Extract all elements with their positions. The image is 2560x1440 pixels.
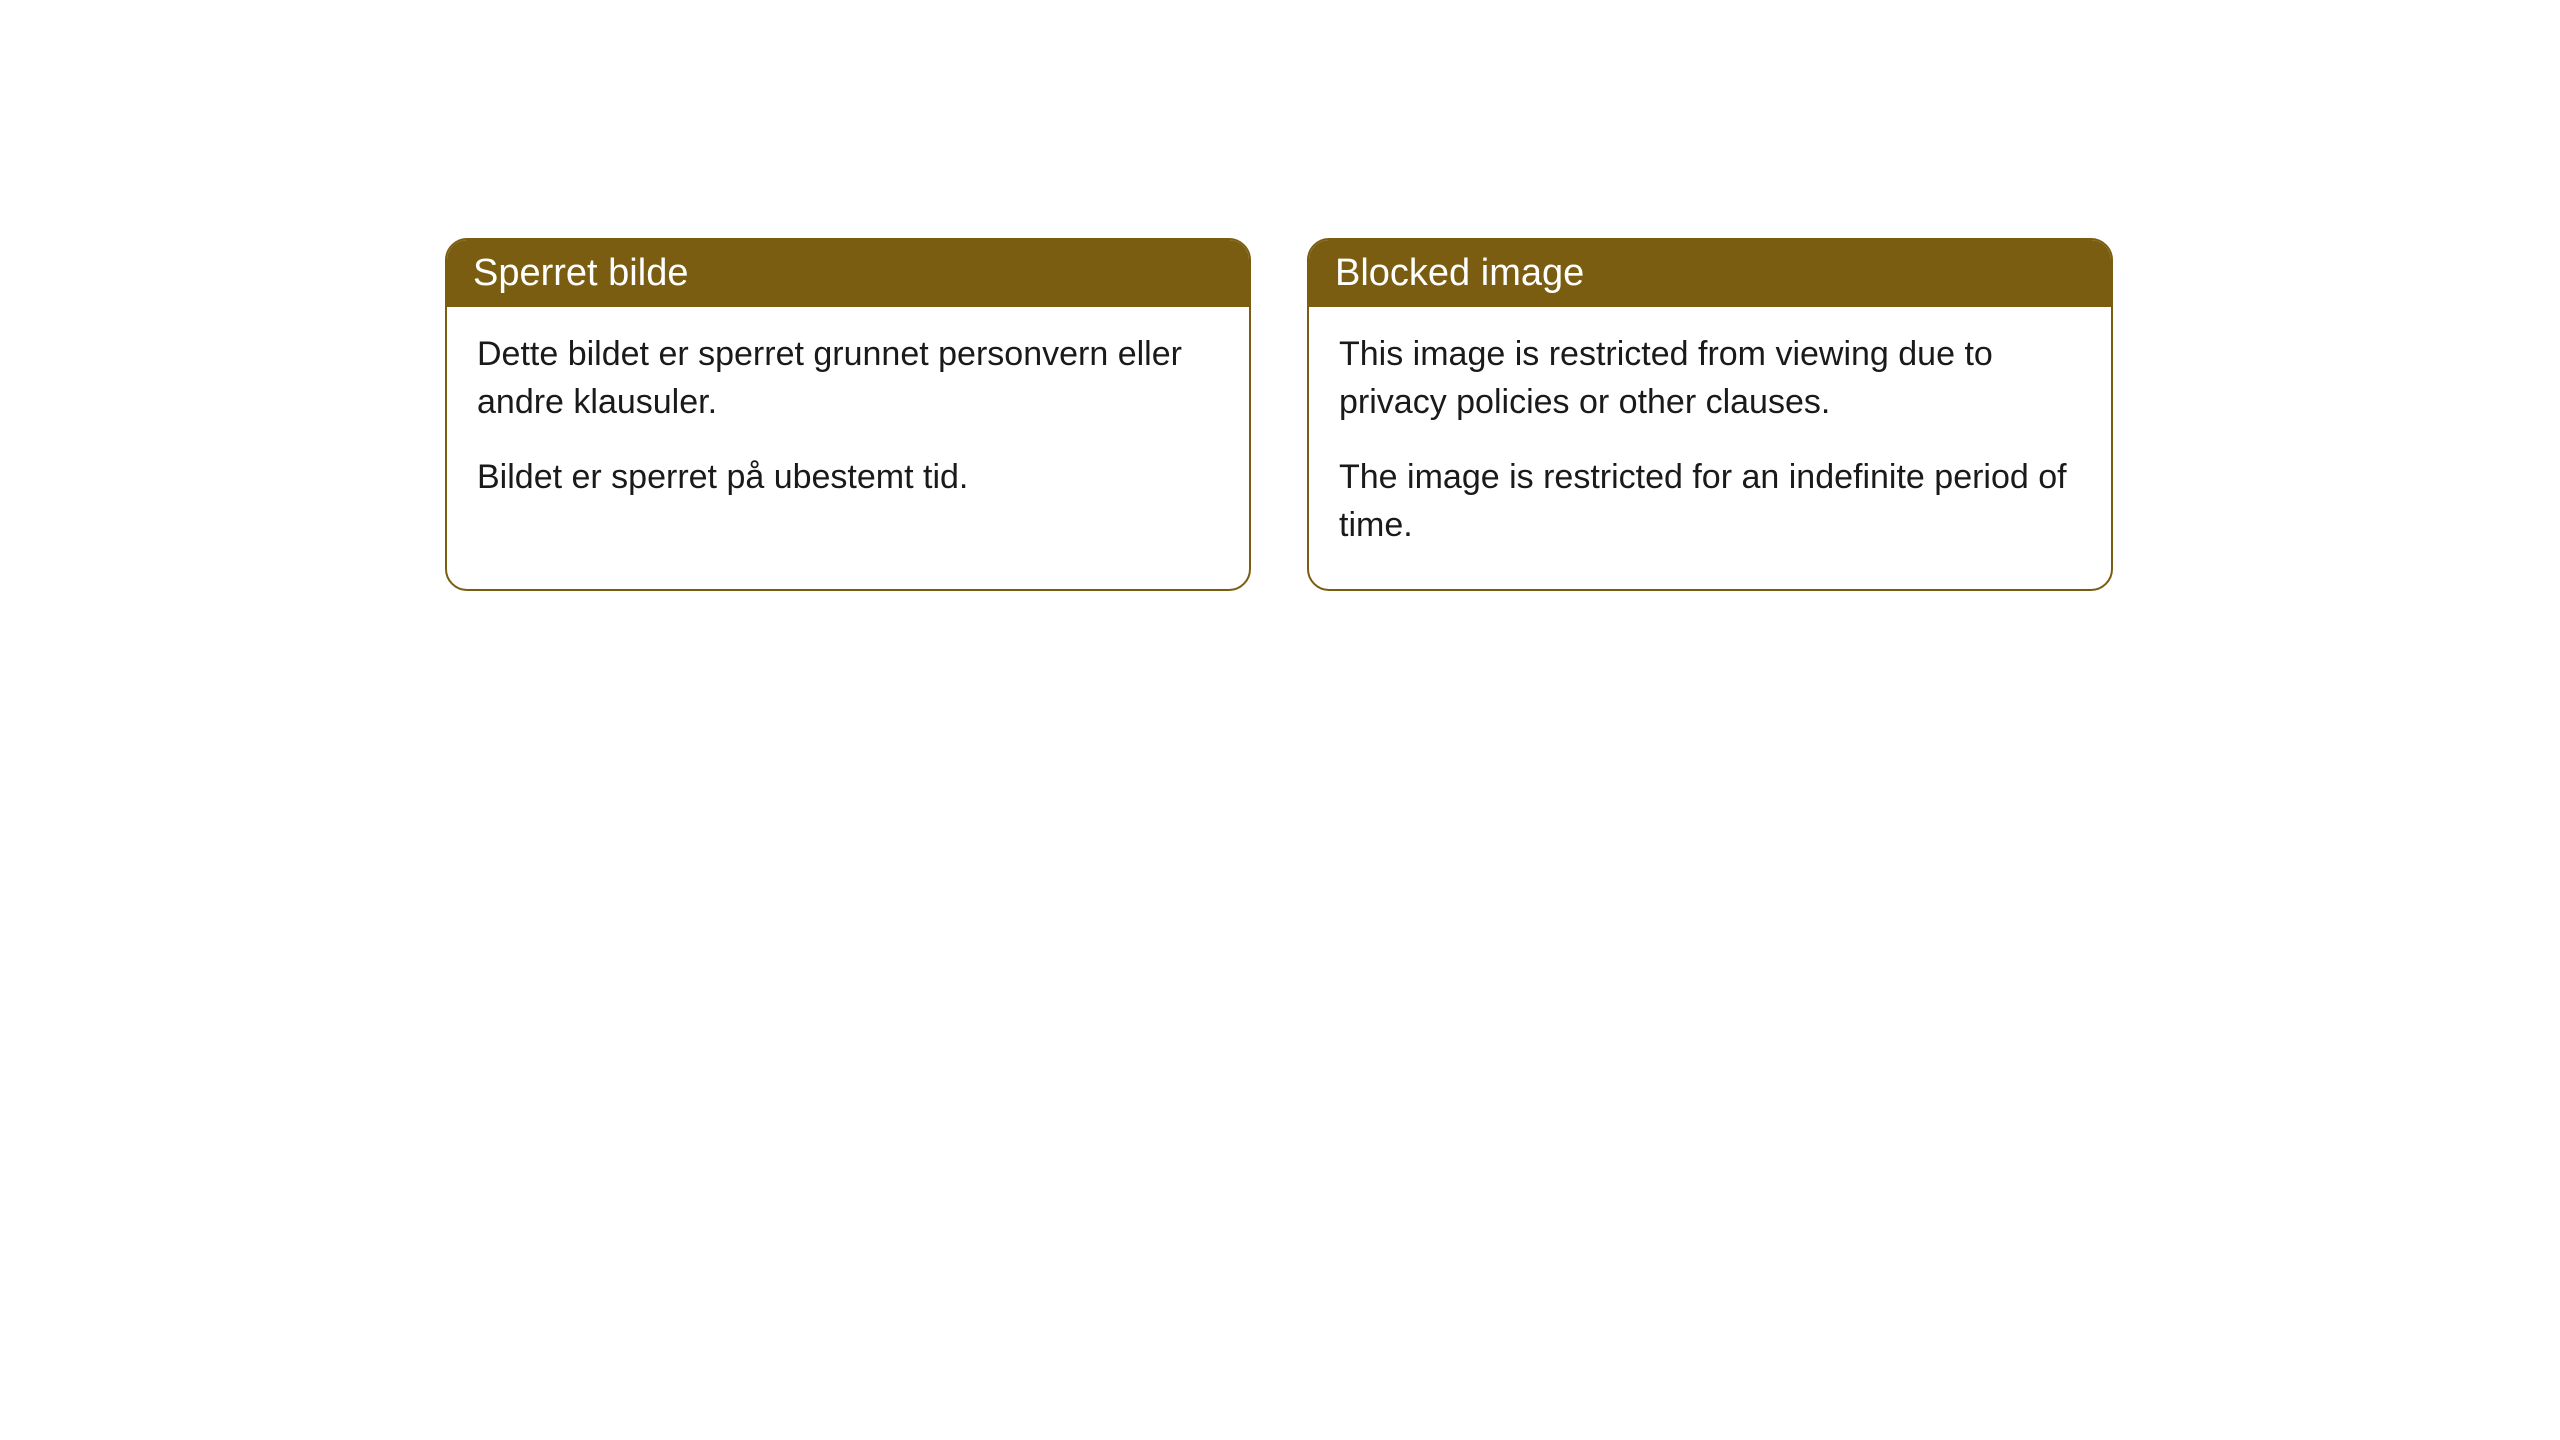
notice-cards-container: Sperret bilde Dette bildet er sperret gr… [445,238,2113,591]
card-paragraph-en-1: This image is restricted from viewing du… [1339,331,2081,426]
card-body-en: This image is restricted from viewing du… [1309,307,2111,589]
card-header-no: Sperret bilde [447,240,1249,307]
card-body-no: Dette bildet er sperret grunnet personve… [447,307,1249,542]
card-paragraph-no-1: Dette bildet er sperret grunnet personve… [477,331,1219,426]
blocked-image-card-en: Blocked image This image is restricted f… [1307,238,2113,591]
blocked-image-card-no: Sperret bilde Dette bildet er sperret gr… [445,238,1251,591]
card-header-en: Blocked image [1309,240,2111,307]
card-paragraph-en-2: The image is restricted for an indefinit… [1339,454,2081,549]
card-paragraph-no-2: Bildet er sperret på ubestemt tid. [477,454,1219,502]
